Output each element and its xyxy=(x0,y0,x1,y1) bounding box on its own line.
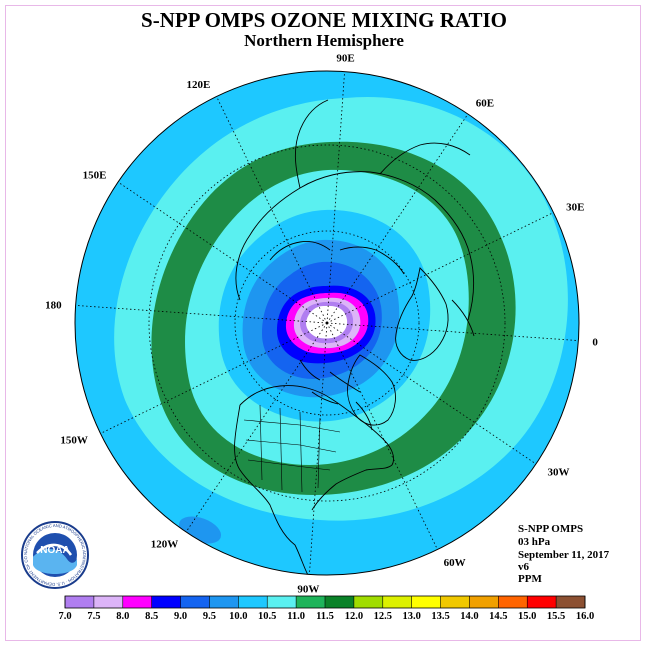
colorbar-tick-label-18: 16.0 xyxy=(576,611,594,622)
colorbar-swatch-17 xyxy=(556,596,586,608)
colorbar-tick-label-16: 15.0 xyxy=(518,611,536,622)
colorbar-tick-label-14: 14.0 xyxy=(460,611,478,622)
figure-frame xyxy=(5,5,641,641)
colorbar-swatch-6 xyxy=(238,596,268,608)
europe-outline xyxy=(395,267,475,361)
greenland-outline xyxy=(347,354,396,426)
graticule xyxy=(75,71,579,575)
colorbar-tick-label-10: 12.0 xyxy=(345,611,363,622)
colorbar-tick-label-8: 11.0 xyxy=(287,611,305,622)
colorbar-swatch-4 xyxy=(180,596,210,608)
colorbar-tick-label-4: 9.0 xyxy=(174,611,187,622)
lat-circle-60 xyxy=(234,230,420,416)
colorbar-tick-label-6: 10.0 xyxy=(229,611,247,622)
colorbar-swatch-3 xyxy=(151,596,181,608)
lon-label-30w: 30W xyxy=(548,467,570,479)
colorbar-tick-label-12: 13.0 xyxy=(402,611,420,622)
colorbar-swatch-12 xyxy=(411,596,441,608)
colorbar-tick-label-1: 7.5 xyxy=(87,611,100,622)
colorbar-swatch-7 xyxy=(267,596,297,608)
colorbar-swatch-10 xyxy=(353,596,384,608)
colorbar-swatch-15 xyxy=(498,596,528,608)
info-instrument: S-NPP OMPS xyxy=(518,523,584,535)
lat-circle-30 xyxy=(148,144,506,502)
lon-label-180: 180 xyxy=(45,299,62,311)
colorbar-tick-label-7: 10.5 xyxy=(258,611,276,622)
colorbar-swatch-2 xyxy=(122,596,152,608)
us-state-borders xyxy=(243,404,341,493)
colorbar-swatch-5 xyxy=(209,596,239,608)
north-america-outline xyxy=(234,385,395,575)
lon-label-150w: 150W xyxy=(60,435,88,447)
map-boundary xyxy=(74,70,580,576)
colorbar-tick-label-3: 8.5 xyxy=(145,611,158,622)
info-date: September 11, 2017 xyxy=(518,549,610,561)
lon-label-60w: 60W xyxy=(444,557,466,569)
info-version: v6 xyxy=(518,561,529,573)
coastlines xyxy=(234,99,475,575)
colorbar-swatch-9 xyxy=(325,596,355,608)
longitude-labels: 90E 60E 30E 0 30W 60W 90W 120W 150W 180 150E 120E xyxy=(45,53,598,596)
lon-label-120e: 120E xyxy=(187,79,211,91)
info-level: 03 hPa xyxy=(518,536,551,548)
logo-wave xyxy=(33,548,77,574)
lon-label-120w: 120W xyxy=(151,539,179,551)
noaa-logo: NOAA NATIONAL OCEANIC AND ATMOSPHERIC AD… xyxy=(21,521,89,589)
colorbar-tick-label-0: 7.0 xyxy=(58,611,71,622)
lon-label-90e: 90E xyxy=(336,53,354,65)
lon-label-0: 0 xyxy=(592,337,598,349)
logo-text: NOAA xyxy=(40,545,69,556)
colorbar-swatch-14 xyxy=(469,596,499,608)
colorbar-tick-label-5: 9.5 xyxy=(203,611,216,622)
canada-arctic-islands xyxy=(299,359,373,431)
colorbar-tick-label-2: 8.0 xyxy=(116,611,129,622)
colorbar-swatch-16 xyxy=(527,596,557,608)
colorbar: 7.0 7.5 8.0 8.5 9.0 9.5 10.0 10.5 11.0 11.5 12.0 12… xyxy=(58,595,594,622)
colorbar-tick-label-15: 14.5 xyxy=(489,611,507,622)
colorbar-swatch-1 xyxy=(93,596,124,608)
lon-label-150e: 150E xyxy=(83,169,107,181)
colorbar-tick-label-11: 12.5 xyxy=(374,611,392,622)
lon-label-90w: 90W xyxy=(297,583,319,595)
colorbar-tick-label-13: 13.5 xyxy=(431,611,449,622)
eurasia-outline xyxy=(235,99,475,321)
colorbar-tick-label-17: 15.5 xyxy=(547,611,565,622)
map-title: S-NPP OMPS OZONE MIXING RATIO xyxy=(141,8,507,32)
colorbar-swatch-0 xyxy=(65,596,95,608)
map-subtitle: Northern Hemisphere xyxy=(244,31,404,50)
siberia-coast xyxy=(269,241,405,275)
colorbar-swatch-13 xyxy=(440,596,470,608)
colorbar-swatch-11 xyxy=(382,596,412,608)
colorbar-swatch-8 xyxy=(296,596,326,608)
colorbar-tick-label-9: 11.5 xyxy=(316,611,334,622)
lon-label-60e: 60E xyxy=(476,98,494,110)
logo-bird xyxy=(36,543,73,556)
lon-label-30e: 30E xyxy=(566,201,584,213)
info-units: PPM xyxy=(518,573,542,585)
